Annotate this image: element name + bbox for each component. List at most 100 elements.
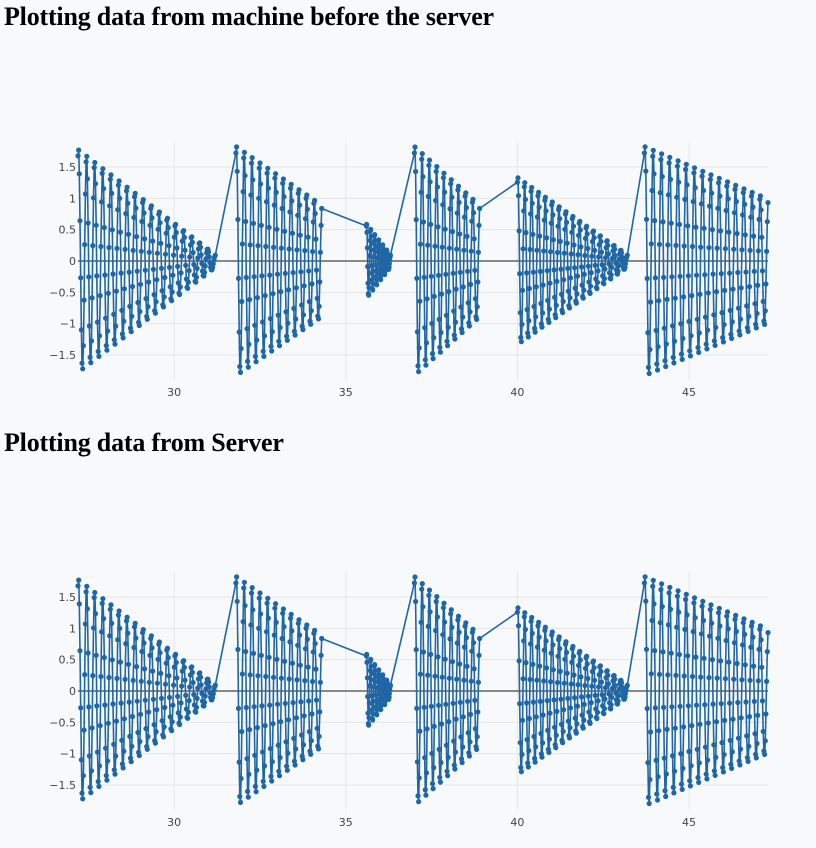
data-point[interactable]: [287, 615, 294, 621]
data-point[interactable]: [190, 679, 196, 686]
data-point[interactable]: [152, 310, 158, 316]
data-point[interactable]: [133, 205, 139, 211]
data-point[interactable]: [537, 663, 543, 669]
data-point[interactable]: [520, 676, 526, 682]
data-point[interactable]: [751, 663, 757, 669]
data-point[interactable]: [152, 740, 158, 746]
data-point[interactable]: [699, 603, 705, 609]
data-point[interactable]: [139, 648, 145, 655]
data-point[interactable]: [731, 246, 737, 252]
data-point[interactable]: [570, 213, 576, 220]
data-point[interactable]: [251, 704, 257, 710]
data-point[interactable]: [312, 210, 318, 217]
data-point[interactable]: [113, 288, 119, 294]
data-point[interactable]: [239, 671, 245, 677]
data-point[interactable]: [712, 772, 718, 778]
data-point[interactable]: [173, 229, 179, 236]
data-point[interactable]: [567, 295, 573, 301]
data-point[interactable]: [703, 341, 709, 347]
data-point[interactable]: [571, 242, 577, 248]
data-point[interactable]: [644, 275, 650, 282]
data-point[interactable]: [731, 676, 737, 682]
data-point[interactable]: [563, 209, 569, 215]
data-point[interactable]: [650, 577, 656, 583]
data-point[interactable]: [239, 298, 245, 305]
data-point[interactable]: [526, 285, 533, 292]
data-point[interactable]: [365, 263, 371, 270]
data-point[interactable]: [566, 305, 573, 311]
data-point[interactable]: [86, 704, 92, 710]
data-point[interactable]: [125, 231, 132, 237]
data-point[interactable]: [746, 313, 752, 319]
data-point[interactable]: [706, 675, 712, 681]
data-point[interactable]: [746, 284, 753, 290]
data-point[interactable]: [601, 276, 608, 282]
data-point[interactable]: [94, 273, 100, 279]
data-point[interactable]: [372, 662, 378, 668]
data-point[interactable]: [689, 243, 696, 250]
data-point[interactable]: [173, 221, 179, 227]
data-point[interactable]: [585, 245, 591, 252]
data-point[interactable]: [668, 650, 674, 656]
data-point[interactable]: [688, 333, 694, 339]
data-point[interactable]: [162, 251, 169, 257]
data-point[interactable]: [164, 645, 171, 651]
data-point[interactable]: [310, 248, 316, 255]
data-point[interactable]: [558, 266, 564, 272]
data-point[interactable]: [101, 224, 107, 231]
data-point[interactable]: [751, 233, 757, 239]
data-point[interactable]: [96, 333, 103, 339]
data-point[interactable]: [663, 341, 670, 347]
data-point[interactable]: [536, 204, 542, 210]
data-point[interactable]: [728, 761, 734, 767]
data-point[interactable]: [439, 291, 445, 297]
data-point[interactable]: [624, 252, 630, 258]
data-point[interactable]: [602, 255, 609, 261]
data-point[interactable]: [452, 766, 458, 772]
data-point[interactable]: [589, 253, 595, 259]
data-point[interactable]: [106, 244, 112, 251]
data-point[interactable]: [370, 717, 376, 723]
data-point[interactable]: [474, 304, 480, 310]
data-point[interactable]: [706, 245, 712, 251]
data-point[interactable]: [745, 328, 751, 334]
data-point[interactable]: [697, 291, 703, 297]
data-point[interactable]: [584, 223, 590, 229]
data-point[interactable]: [477, 635, 483, 642]
data-point[interactable]: [575, 682, 581, 688]
data-point[interactable]: [547, 280, 553, 286]
data-point[interactable]: [747, 677, 753, 683]
data-point[interactable]: [101, 616, 107, 622]
data-point[interactable]: [618, 680, 625, 686]
data-point[interactable]: [308, 308, 314, 314]
data-point[interactable]: [556, 204, 562, 210]
data-point[interactable]: [275, 312, 281, 318]
data-point[interactable]: [413, 647, 419, 653]
data-point[interactable]: [594, 279, 601, 285]
data-point[interactable]: [162, 274, 168, 281]
data-point[interactable]: [525, 334, 531, 340]
data-point[interactable]: [648, 671, 654, 677]
data-point[interactable]: [554, 679, 561, 686]
data-point[interactable]: [177, 284, 183, 290]
data-point[interactable]: [643, 646, 650, 652]
data-point[interactable]: [160, 734, 167, 740]
data-point[interactable]: [525, 330, 531, 336]
data-point[interactable]: [298, 699, 304, 705]
data-point[interactable]: [765, 200, 771, 206]
data-point[interactable]: [284, 333, 290, 339]
data-point[interactable]: [584, 661, 590, 667]
data-point[interactable]: [157, 650, 163, 656]
data-point[interactable]: [413, 168, 419, 175]
data-point[interactable]: [121, 748, 127, 754]
data-point[interactable]: [316, 303, 322, 309]
data-point[interactable]: [372, 679, 378, 685]
data-point[interactable]: [538, 300, 544, 307]
data-point[interactable]: [704, 776, 710, 782]
data-point[interactable]: [105, 328, 111, 334]
data-point[interactable]: [127, 303, 133, 309]
data-point[interactable]: [288, 181, 294, 187]
data-point[interactable]: [529, 200, 535, 206]
data-point[interactable]: [448, 181, 454, 187]
data-point[interactable]: [546, 319, 552, 325]
